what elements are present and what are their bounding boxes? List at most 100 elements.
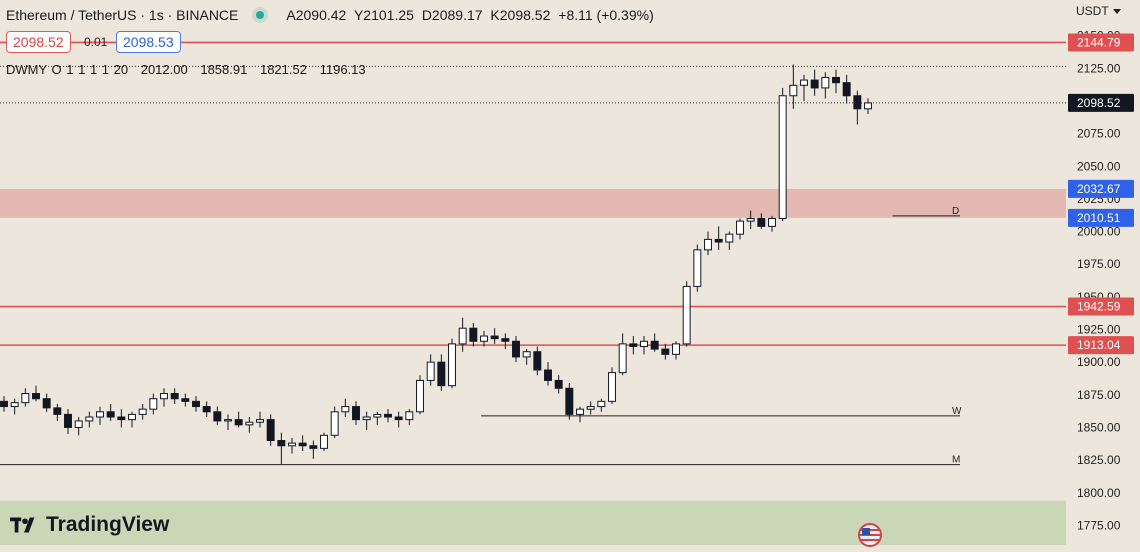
candle-body xyxy=(266,419,275,442)
candle-body xyxy=(448,343,456,387)
candle-body xyxy=(224,419,232,422)
candle-body xyxy=(202,406,211,413)
y-tick-label: 2050.00 xyxy=(1077,159,1121,173)
candle-body xyxy=(170,393,179,400)
candle-body xyxy=(789,84,798,97)
candle-body xyxy=(384,413,392,418)
candle-body xyxy=(842,82,851,97)
candle-body xyxy=(853,95,862,110)
indicator-legend[interactable]: DWMY O 1 1 1 1 20 2012.00 1858.91 1821.5… xyxy=(6,62,374,77)
indicator-value-1: 2012.00 xyxy=(140,62,188,77)
us-flag-icon[interactable] xyxy=(858,523,882,547)
candle-body xyxy=(362,416,371,421)
ohlc-close: K2098.52 xyxy=(490,7,551,23)
ohlc-change: +8.11 (+0.39%) xyxy=(558,7,654,23)
candle-body xyxy=(586,406,595,410)
price-label-text: 2144.79 xyxy=(1077,35,1121,49)
candle-body xyxy=(256,419,264,423)
supply-zone xyxy=(0,188,1066,218)
price-label-tag xyxy=(1068,93,1134,112)
candle-body xyxy=(597,400,606,408)
market-open-dot-icon xyxy=(256,11,265,19)
candle-body xyxy=(437,361,446,387)
flag-stripes xyxy=(860,528,880,541)
buy-button[interactable]: 2098.53 xyxy=(116,31,181,53)
chart-header: Ethereum / TetherUS · 1s · BINANCE A2090… xyxy=(0,0,658,30)
candle-body xyxy=(469,327,478,342)
candle-body xyxy=(778,95,787,220)
y-tick-label: 1975.00 xyxy=(1077,257,1121,271)
candle-body xyxy=(32,393,40,400)
candle-body xyxy=(213,411,222,422)
symbol-title[interactable]: Ethereum / TetherUS · 1s · BINANCE xyxy=(6,7,239,23)
y-tick-label: 2125.00 xyxy=(1077,61,1121,75)
candle-body xyxy=(821,76,830,89)
ohlc-open: A2090.42 xyxy=(286,7,347,23)
candle-body xyxy=(181,398,190,402)
candle-body xyxy=(277,440,286,447)
price-label-text: 1913.04 xyxy=(1077,338,1121,352)
ohlc-low: D2089.17 xyxy=(421,7,483,23)
candle-body xyxy=(42,398,51,409)
candle-body xyxy=(96,411,104,418)
candle-body xyxy=(608,372,616,402)
candle-body xyxy=(800,79,808,86)
candle-body xyxy=(309,445,318,449)
candle-body xyxy=(672,343,680,355)
candle-body xyxy=(341,406,350,413)
candle-body xyxy=(490,335,499,340)
currency-selector[interactable]: USDT xyxy=(1076,4,1121,18)
candle-body xyxy=(501,338,510,342)
y-tick-label: 1925.00 xyxy=(1077,323,1121,337)
candle-body xyxy=(394,416,403,421)
tradingview-logo-icon xyxy=(10,517,35,533)
candle-body xyxy=(522,351,531,358)
candle-body xyxy=(320,434,328,449)
candle-body xyxy=(160,393,168,400)
y-tick-label: 1900.00 xyxy=(1077,355,1121,369)
candle-body xyxy=(10,402,19,408)
candle-body xyxy=(661,348,670,355)
candle-body xyxy=(746,218,755,222)
price-label-tag xyxy=(1068,33,1134,52)
candle-body xyxy=(128,413,136,421)
candle-body xyxy=(74,420,83,428)
indicator-value-3: 1821.52 xyxy=(259,62,307,77)
price-label-tag xyxy=(1068,297,1134,316)
candle-body xyxy=(352,406,360,421)
candle-body xyxy=(704,238,712,251)
price-label-tag xyxy=(1068,179,1134,198)
price-label-tag xyxy=(1068,208,1134,227)
ohlc-readout: A2090.42 Y2101.25 D2089.17 K2098.52 +8.1… xyxy=(286,7,657,23)
y-tick-label: 2075.00 xyxy=(1077,127,1121,141)
candle-body xyxy=(298,442,307,447)
candle-body xyxy=(725,233,734,243)
ohlc-high: Y2101.25 xyxy=(353,7,414,23)
candle-body xyxy=(810,79,819,89)
candle-body xyxy=(0,400,8,408)
sell-button[interactable]: 2098.52 xyxy=(6,31,71,53)
candle-body xyxy=(757,218,766,227)
candle-body xyxy=(544,369,552,381)
tradingview-logo-text: TradingView xyxy=(46,513,170,536)
candle-body xyxy=(693,249,702,287)
tradingview-logo[interactable]: TradingView xyxy=(10,513,169,537)
candle-body xyxy=(288,442,296,447)
candle-body xyxy=(373,413,382,418)
candle-body xyxy=(640,340,648,347)
currency-label: USDT xyxy=(1076,4,1109,18)
candle-body xyxy=(234,419,243,426)
candle-body xyxy=(426,361,435,381)
price-label-text: 2032.67 xyxy=(1077,182,1121,196)
candle-body xyxy=(768,218,776,227)
y-tick-label: 2000.00 xyxy=(1077,225,1121,239)
y-tick-label: 1775.00 xyxy=(1077,518,1121,532)
y-tick-label: 1875.00 xyxy=(1077,388,1121,402)
indicator-name: DWMY O 1 1 1 1 20 xyxy=(6,62,129,77)
y-tick-label: 1850.00 xyxy=(1077,420,1121,434)
candle-body xyxy=(618,343,627,374)
price-label-text: 1942.59 xyxy=(1077,300,1121,314)
candle-body xyxy=(64,413,72,428)
candle-body xyxy=(117,416,126,421)
